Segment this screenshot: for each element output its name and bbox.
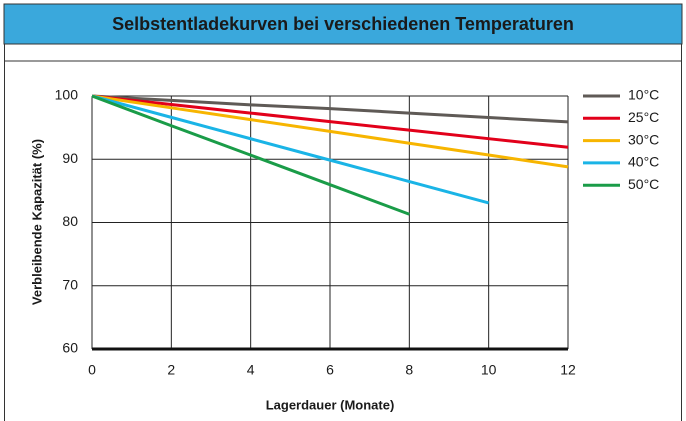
- y-tick-label: 70: [62, 276, 78, 292]
- series-line: [91, 94, 569, 124]
- series-line: [91, 94, 490, 205]
- legend-label: 10°C: [628, 87, 659, 103]
- title-bar: [3, 3, 683, 45]
- x-tick-label: 4: [247, 362, 255, 378]
- legend-label: 30°C: [628, 131, 659, 147]
- legend-label: 50°C: [628, 176, 659, 192]
- series-line: [91, 94, 569, 169]
- y-tick-label: 80: [62, 213, 78, 229]
- y-tick-label: 100: [55, 87, 79, 103]
- series-line: [91, 94, 410, 216]
- series-line: [91, 94, 569, 149]
- legend-label: 40°C: [628, 154, 659, 170]
- x-tick-label: 0: [88, 362, 96, 378]
- x-tick-label: 12: [560, 362, 576, 378]
- y-tick-label: 60: [62, 340, 78, 356]
- x-tick-label: 10: [481, 362, 497, 378]
- x-tick-label: 6: [326, 362, 334, 378]
- y-tick-label: 90: [62, 150, 78, 166]
- x-axis-label: Lagerdauer (Monate): [266, 397, 395, 412]
- x-tick-label: 2: [167, 362, 175, 378]
- legend-label: 25°C: [628, 109, 659, 125]
- y-axis-label: Verbleibende Kapazität (%): [29, 139, 44, 305]
- x-tick-label: 8: [405, 362, 413, 378]
- chart-title: Selbstentladekurven bei verschiedenen Te…: [112, 14, 574, 34]
